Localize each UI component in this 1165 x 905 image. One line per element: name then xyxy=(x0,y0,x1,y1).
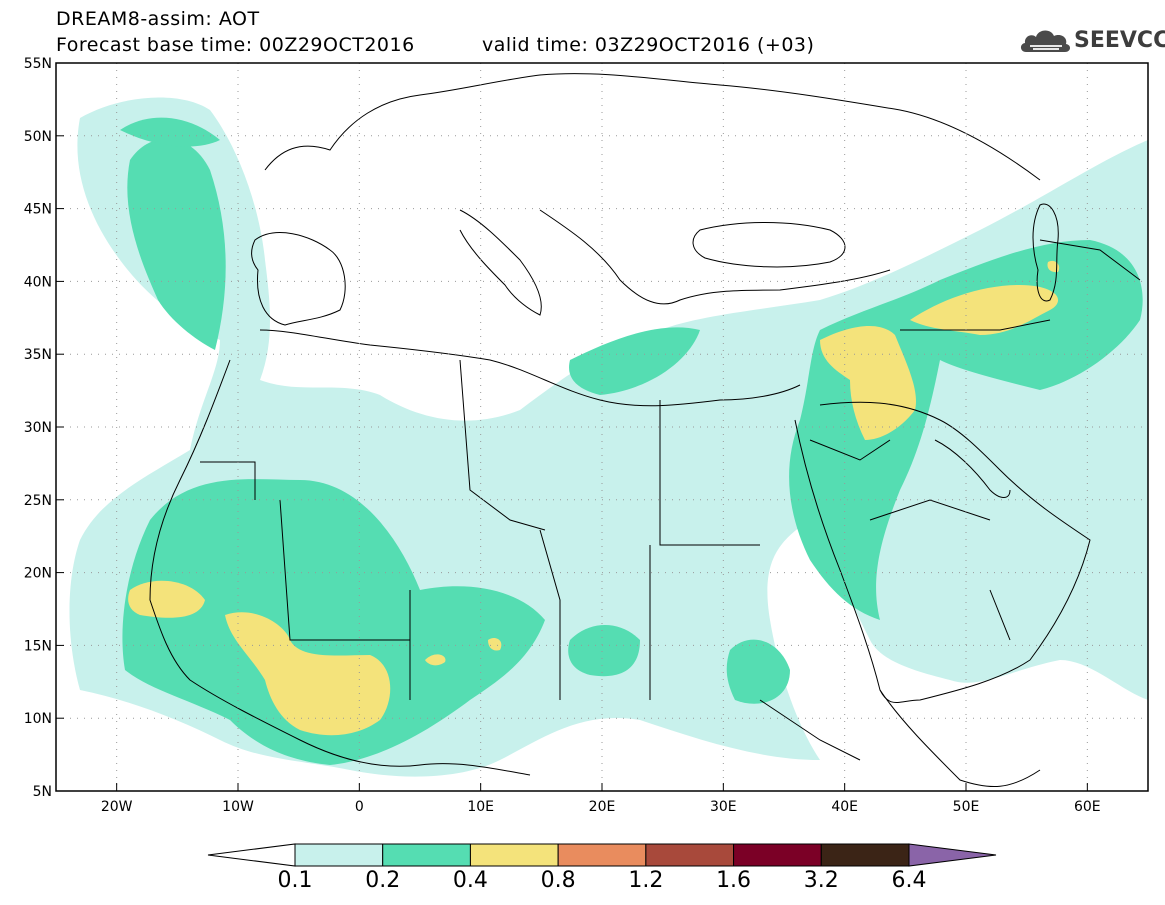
lat-tick-label: 45N xyxy=(24,202,52,218)
colorbar-segment xyxy=(382,843,471,867)
title-product: DREAM8-assim: AOT xyxy=(56,8,260,30)
colorbar-label: 0.1 xyxy=(277,868,313,893)
colorbar-min-triangle xyxy=(207,843,296,867)
lat-tick-label: 10N xyxy=(24,711,52,727)
lon-tick-label: 60E xyxy=(1074,799,1101,815)
colorbar-segment xyxy=(557,843,647,867)
lon-tick-label: 20W xyxy=(101,799,133,815)
lon-tick-label: 10W xyxy=(222,799,254,815)
lat-tick-label: 15N xyxy=(24,638,52,654)
colorbar-label: 0.8 xyxy=(540,868,576,893)
map-axes: 20W 10W 0 10E 20E 30E 40E 50E 60E 5N 10N 15N 20N 25N 3… xyxy=(24,56,1101,815)
lon-tick-label: 0 xyxy=(355,799,364,815)
lat-tick-label: 25N xyxy=(24,493,52,509)
colorbar-segment xyxy=(733,843,822,867)
colorbar-label: 0.4 xyxy=(452,868,488,893)
aot-level-0.4 xyxy=(128,260,1060,736)
lat-tick-label: 20N xyxy=(24,566,52,582)
colorbar xyxy=(207,843,997,867)
title-valid-time: valid time: 03Z29OCT2016 (+03) xyxy=(482,34,815,56)
lon-tick-label: 20E xyxy=(589,799,616,815)
lat-tick-label: 40N xyxy=(24,274,52,290)
colorbar-segment xyxy=(294,843,384,867)
colorbar-label: 1.6 xyxy=(716,868,752,893)
colorbar-segment xyxy=(820,843,910,867)
lat-tick-label: 35N xyxy=(24,347,52,363)
seevccc-logo: SEEVCCC xyxy=(1018,24,1165,58)
lat-tick-label: 5N xyxy=(33,784,52,800)
lat-tick-label: 50N xyxy=(24,129,52,145)
colorbar-max-triangle xyxy=(908,843,997,867)
lon-tick-label: 50E xyxy=(953,799,980,815)
grid-lines xyxy=(56,63,1148,791)
colorbar-label: 3.2 xyxy=(803,868,839,893)
cloud-icon xyxy=(1020,30,1071,52)
colorbar-label: 6.4 xyxy=(891,868,927,893)
lon-tick-label: 10E xyxy=(467,799,494,815)
colorbar-segment xyxy=(645,843,735,867)
lon-tick-label: 40E xyxy=(831,799,858,815)
lat-tick-label: 30N xyxy=(24,420,52,436)
logo-text: SEEVCCC xyxy=(1074,28,1165,53)
title-base-time: Forecast base time: 00Z29OCT2016 xyxy=(56,34,415,56)
colorbar-label: 1.2 xyxy=(628,868,664,893)
lat-tick-label: 55N xyxy=(24,56,52,72)
colorbar-label: 0.2 xyxy=(365,868,401,893)
coastlines xyxy=(149,73,1141,788)
lon-tick-label: 30E xyxy=(710,799,737,815)
colorbar-segment xyxy=(469,843,559,867)
